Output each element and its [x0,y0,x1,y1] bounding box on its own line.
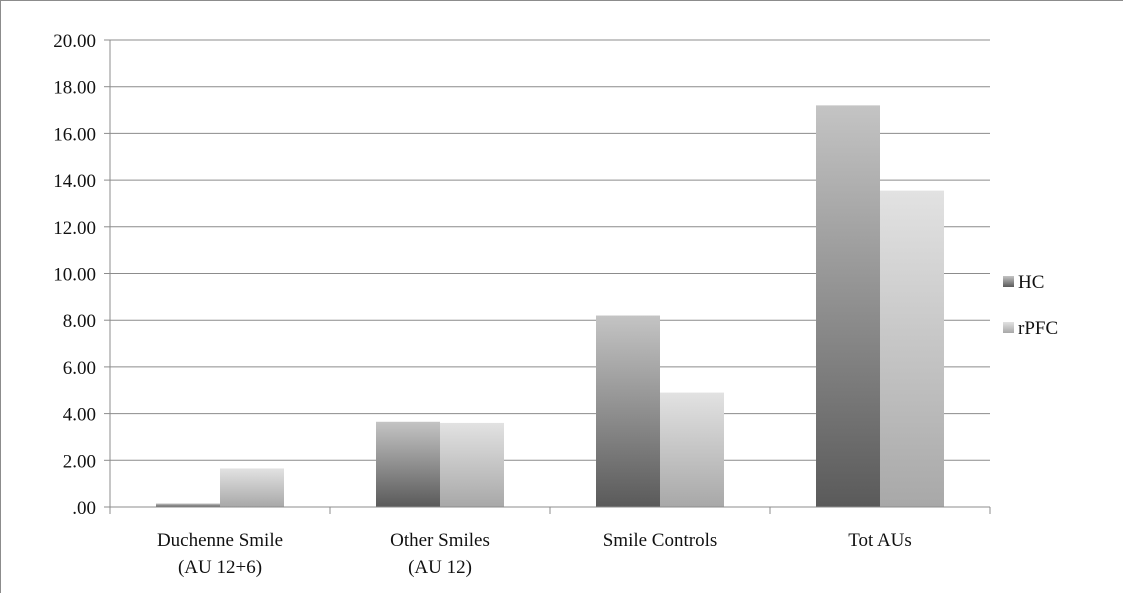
bar-hc [156,503,220,507]
y-tick-label: .00 [72,498,96,519]
y-tick-label: 6.00 [63,358,96,379]
bars [156,105,944,508]
legend-label-rpfc: rPFC [1018,318,1058,339]
x-category-label: Smile Controls [603,530,718,551]
y-tick-label: 14.00 [53,171,96,192]
legend-label-hc: HC [1018,272,1044,293]
y-tick-label: 8.00 [63,311,96,332]
legend-swatch-rpfc [1003,322,1014,333]
x-category-label: Tot AUs [848,530,912,551]
legend-swatch-hc [1003,276,1014,287]
bar-rpfc [660,392,724,507]
bar-rpfc [880,190,944,508]
bar-hc [816,105,880,507]
bar-hc [596,315,660,507]
x-category-label: Duchenne Smile [157,530,283,551]
y-tick-label: 4.00 [63,405,96,426]
bar-rpfc [440,422,504,507]
x-category-label: (AU 12+6) [178,557,262,578]
x-category-label: (AU 12) [408,557,472,578]
y-axis-tick-labels: .00 2.00 4.00 6.00 8.00 10.00 12.00 14.00 16.00 1… [53,31,96,519]
bar-rpfc [220,468,284,507]
y-tick-label: 10.00 [53,265,96,286]
axes [109,40,991,514]
y-tick-label: 18.00 [53,78,96,99]
y-tick-label: 20.00 [53,31,96,52]
x-axis-category-labels: Duchenne Smile (AU 12+6) Other Smiles (AU 1… [157,530,912,578]
x-category-label: Other Smiles [390,530,490,551]
y-tick-label: 2.00 [63,451,96,472]
bar-hc [376,421,440,507]
legend: HC rPFC [1003,272,1058,339]
y-tick-label: 16.00 [53,124,96,145]
y-tick-label: 12.00 [53,218,96,239]
